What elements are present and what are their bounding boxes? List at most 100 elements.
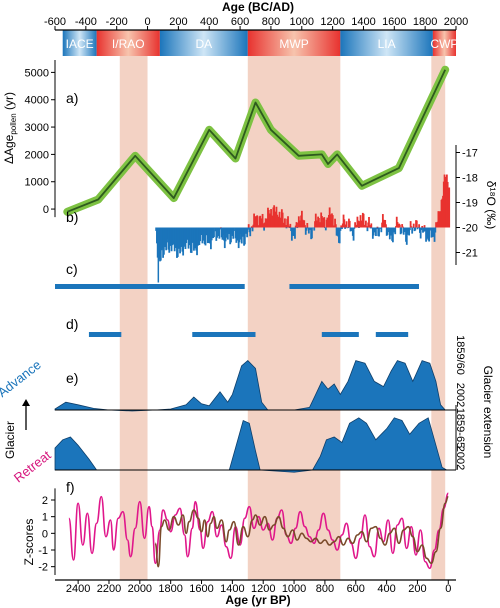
panel-b-bar [411, 227, 414, 234]
period-label: I/RAO [112, 37, 145, 51]
panel-b-bar [358, 227, 360, 228]
panel-d-bar-2 [321, 332, 359, 337]
panel-b-bar [421, 225, 424, 228]
panel-b-bar [249, 227, 252, 237]
period-label: DA [195, 37, 212, 51]
panel-b-bar [357, 220, 360, 228]
panel-b-bar [429, 227, 431, 231]
panel-c-letter: c) [66, 261, 78, 277]
glacier-label: Glacier [3, 421, 17, 459]
panel-b-bar [409, 221, 412, 228]
bottom-axis-tick-label: 2200 [97, 583, 121, 595]
panel-b-bar [428, 227, 431, 242]
panel-f: -2 -1 0 1 2 [38, 488, 450, 575]
panel-b-bar [365, 226, 368, 228]
panel-b-bar [417, 227, 420, 228]
panel-b-bar [376, 226, 379, 228]
panel-b-bar [253, 216, 256, 228]
panel-b-bar [295, 222, 298, 228]
panel-b-bar [243, 227, 246, 245]
panel-b-bar [412, 223, 415, 228]
panel-b-bar [391, 227, 394, 243]
period-bar: IACE I/RAO DA MWP LIA CWP [62, 30, 458, 56]
panel-b-bar [384, 219, 387, 228]
panel-b-bar [204, 227, 207, 246]
panel-b-bar [300, 210, 303, 228]
panel-d-right-label: 1859/60 [454, 335, 466, 375]
panel-b-bar [285, 227, 288, 229]
panel-b-bar [338, 227, 341, 244]
panel-b-bar [247, 224, 250, 228]
panel-b-bar [303, 220, 306, 228]
panel-b-bar [375, 227, 377, 237]
panel-b-bar [362, 213, 365, 228]
panel-b-bar [288, 227, 291, 229]
panel-b-bar [352, 227, 355, 241]
bottom-axis-tick-label: 1200 [251, 583, 275, 595]
panel-b-bar [354, 222, 357, 228]
panel-b-letter: b) [66, 209, 78, 225]
retreat-label: Retreat [11, 447, 54, 485]
panel-b-bar [420, 227, 423, 230]
panel-b-bar [343, 219, 346, 228]
top-axis-tick-label: -400 [75, 16, 97, 28]
bottom-axis-title: Age (yr BP) [225, 593, 290, 607]
panel-b-bar [347, 227, 350, 228]
panel-b-bar [396, 222, 399, 228]
panel-b-bar [416, 227, 419, 230]
period-cwp [432, 30, 456, 56]
panel-b-bar [353, 227, 356, 229]
panel-b-bar [400, 227, 403, 234]
panel-b-bar [418, 224, 421, 228]
bottom-axis-tick-label: 800 [316, 583, 334, 595]
period-i-rao [96, 30, 160, 56]
panel-e-right-bot: 2002 [454, 446, 466, 470]
top-axis-tick-label: -600 [44, 16, 66, 28]
panel-a-letter: a) [66, 90, 78, 106]
panel-b-bar [250, 226, 253, 228]
panel-a-ytick-label: 4000 [25, 95, 49, 107]
panel-a-ytick-label: 2000 [25, 149, 49, 161]
panel-b-bar [224, 227, 227, 242]
panel-b-ytick-label: -20 [462, 223, 478, 235]
panel-b-bar [262, 223, 265, 228]
bottom-axis-tick-label: 1800 [158, 583, 182, 595]
bottom-axis-tick-label: 2000 [128, 583, 152, 595]
bottom-axis-tick-label: 1600 [189, 583, 213, 595]
period-iace [62, 30, 97, 56]
panel-b-bar [232, 227, 235, 239]
panel-d-letter: d) [66, 316, 78, 332]
panel-b-bar [226, 227, 229, 240]
panel-b-bar [394, 227, 397, 235]
panel-f-ytick-label: -1 [38, 545, 48, 557]
panel-b-bar [216, 227, 218, 238]
panel-b-bar [250, 227, 252, 229]
panel-e-letter: e) [66, 370, 78, 386]
panel-b-ytick-label: -21 [462, 248, 478, 260]
panel-b-bar [324, 227, 327, 231]
period-label: MWP [279, 37, 308, 51]
bottom-axis-tick-label: 1400 [220, 583, 244, 595]
panel-e-right-mid: 1859-65 [454, 408, 466, 448]
panel-f-ytick-label: -2 [38, 562, 48, 574]
panel-b-ylabel: δ¹⁸O (‰) [484, 181, 498, 229]
panel-b-bar [434, 227, 437, 233]
top-axis-tick-label: 2000 [444, 16, 468, 28]
panel-f-ytick-label: 0 [42, 528, 48, 540]
panel-a-line [66, 69, 447, 213]
panel-b-bar [289, 223, 292, 228]
panel-b-bar [370, 223, 373, 228]
panel-b-bar [334, 224, 337, 228]
bottom-axis-tick-label: 1000 [282, 583, 306, 595]
bottom-axis-tick-label: 2400 [66, 583, 90, 595]
panel-b-bar [307, 227, 310, 234]
panel-b-bar [339, 227, 342, 231]
panel-a-ytick-label: 0 [43, 204, 49, 216]
panel-b-ytick-label: -17 [462, 148, 478, 160]
panel-b-bar [218, 227, 221, 239]
panel-b-bar [238, 227, 241, 243]
panel-b-bar [304, 227, 307, 235]
panel-b-bar [369, 227, 372, 229]
panel-b-bar [375, 227, 378, 229]
panel-b-bar [233, 227, 235, 231]
